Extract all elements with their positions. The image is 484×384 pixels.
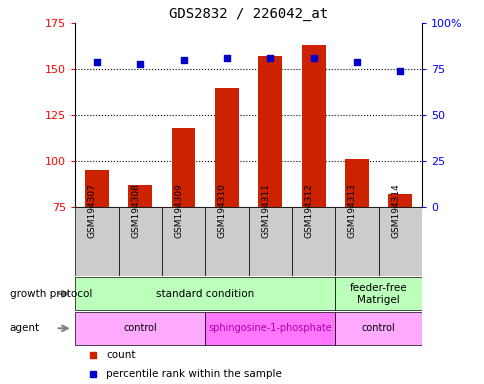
Bar — [388, 194, 411, 207]
Text: GSM194308: GSM194308 — [131, 184, 140, 238]
Bar — [162, 207, 205, 276]
Point — [136, 61, 144, 67]
Bar — [248, 207, 291, 276]
Bar — [378, 207, 421, 276]
Bar — [334, 277, 421, 310]
Bar — [205, 207, 248, 276]
Text: feeder-free
Matrigel: feeder-free Matrigel — [349, 283, 407, 305]
Bar — [334, 312, 421, 345]
Text: GSM194314: GSM194314 — [391, 184, 399, 238]
Point — [93, 59, 101, 65]
Bar — [205, 312, 334, 345]
Bar — [334, 207, 378, 276]
Text: GSM194307: GSM194307 — [88, 184, 97, 238]
Point — [179, 57, 187, 63]
Point — [266, 55, 273, 61]
Point — [89, 352, 96, 358]
Bar — [171, 128, 195, 207]
Text: GSM194312: GSM194312 — [304, 184, 313, 238]
Text: control: control — [361, 323, 394, 333]
Text: control: control — [123, 323, 157, 333]
Bar — [301, 45, 325, 207]
Text: GSM194309: GSM194309 — [174, 184, 183, 238]
Bar — [128, 185, 152, 207]
Point — [89, 371, 96, 377]
Point — [309, 55, 317, 61]
Bar — [214, 88, 238, 207]
Bar — [291, 207, 334, 276]
Title: GDS2832 / 226042_at: GDS2832 / 226042_at — [168, 7, 328, 21]
Text: count: count — [106, 350, 136, 360]
Point — [395, 68, 403, 74]
Text: standard condition: standard condition — [156, 289, 254, 299]
Text: GSM194311: GSM194311 — [261, 184, 270, 238]
Bar — [75, 312, 205, 345]
Bar — [75, 277, 334, 310]
Bar — [344, 159, 368, 207]
Bar — [258, 56, 282, 207]
Text: sphingosine-1-phosphate: sphingosine-1-phosphate — [208, 323, 332, 333]
Bar — [118, 207, 162, 276]
Text: GSM194313: GSM194313 — [347, 184, 356, 238]
Text: growth protocol: growth protocol — [10, 289, 92, 299]
Point — [352, 59, 360, 65]
Text: agent: agent — [10, 323, 40, 333]
Text: GSM194310: GSM194310 — [217, 184, 227, 238]
Bar — [85, 170, 108, 207]
Bar — [75, 207, 118, 276]
Point — [223, 55, 230, 61]
Text: percentile rank within the sample: percentile rank within the sample — [106, 369, 282, 379]
